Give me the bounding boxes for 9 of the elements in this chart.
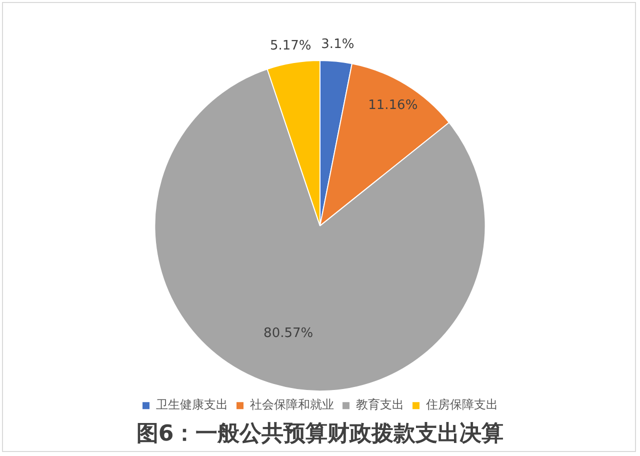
legend-label: 卫生健康支出 [156, 398, 228, 412]
legend-label: 住房保障支出 [425, 398, 498, 412]
legend-label: 教育支出 [356, 398, 404, 412]
data-label: 5.17% [270, 38, 312, 54]
text: 图6：一般公共预算财政拨款支出决算 [136, 422, 504, 447]
legend-label: 社会保障和就业 [250, 398, 334, 412]
data-label: 3.1% [321, 37, 354, 52]
data-label: 11.16% [368, 98, 418, 114]
data-label: 80.57% [264, 326, 314, 342]
